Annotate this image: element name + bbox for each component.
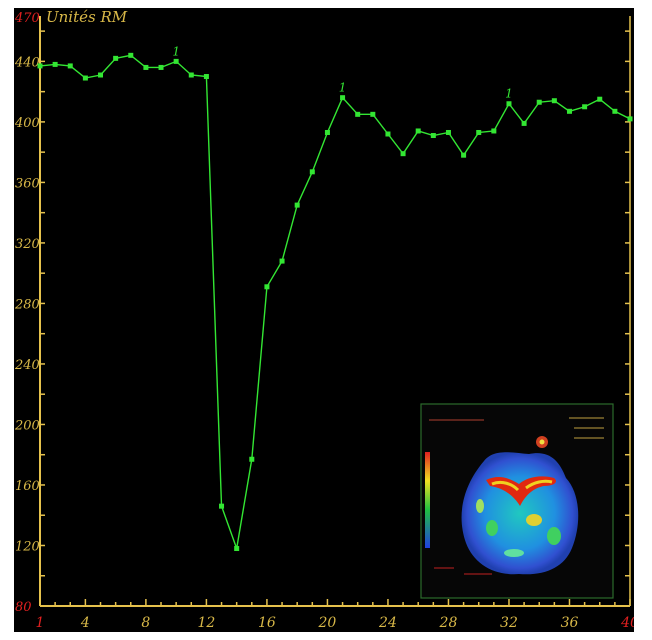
data-point <box>82 75 88 81</box>
ticks <box>39 30 631 607</box>
x-tick-label: 16 <box>258 615 276 631</box>
x-tick-label: 40 <box>620 615 634 631</box>
data-point <box>506 101 512 107</box>
data-point <box>37 63 43 69</box>
x-tick-label: 4 <box>80 615 90 631</box>
data-point <box>627 116 633 122</box>
data-point <box>400 151 406 157</box>
data-point <box>415 128 421 134</box>
data-point <box>476 129 482 135</box>
data-point <box>158 64 164 70</box>
data-point <box>491 128 497 134</box>
annotations: 1 1 1 <box>172 44 512 100</box>
data-point <box>324 129 330 135</box>
data-point <box>340 95 346 101</box>
data-point <box>582 104 588 110</box>
data-point <box>249 456 255 462</box>
y-tick-label: 440 <box>14 55 40 70</box>
data-point <box>430 133 436 139</box>
tick-labels: 1 4 8 12 16 20 24 28 32 36 40 80 120 160 200 240 280 320 3… <box>14 11 639 631</box>
series-line <box>39 54 631 552</box>
data-point <box>566 108 572 114</box>
peak-marker-label: 1 <box>339 81 347 95</box>
y-tick-label: 80 <box>15 600 32 615</box>
data-point <box>203 74 209 80</box>
x-tick-label: 24 <box>378 615 397 631</box>
x-tick-label: 20 <box>318 615 337 631</box>
data-point <box>173 58 179 64</box>
data-point <box>309 169 315 175</box>
y-tick-label: 320 <box>15 237 40 252</box>
data-point <box>279 258 285 264</box>
axes <box>39 16 631 607</box>
data-point <box>385 131 391 137</box>
data-point <box>355 111 361 117</box>
data-point <box>234 546 240 552</box>
data-point <box>128 52 134 58</box>
data-point <box>98 72 104 78</box>
data-point <box>264 284 270 290</box>
x-tick-label: 12 <box>197 615 215 631</box>
y-tick-label: 200 <box>14 418 40 433</box>
x-tick-label: 32 <box>500 615 518 631</box>
data-point <box>536 99 542 105</box>
perfusion-chart: 1 4 8 12 16 20 24 28 32 36 40 80 120 160 200 240 280 320 3… <box>14 8 652 634</box>
y-tick-label: 280 <box>14 297 40 312</box>
chart-frame: 1 4 8 12 16 20 24 28 32 36 40 80 120 160 200 240 280 320 3… <box>14 8 652 634</box>
x-tick-label: 28 <box>439 615 458 631</box>
perfusion-map-inset <box>420 403 614 599</box>
data-point <box>551 98 557 104</box>
data-point <box>521 120 527 126</box>
color-scale-bar <box>425 452 430 548</box>
data-point <box>113 55 119 61</box>
data-point <box>597 96 603 102</box>
x-tick-label: 8 <box>141 615 150 631</box>
data-point <box>445 129 451 135</box>
data-point <box>612 108 618 114</box>
peak-marker-label: 1 <box>505 87 513 101</box>
y-tick-label: 400 <box>14 116 40 131</box>
data-point <box>294 202 300 208</box>
y-tick-label: 470 <box>14 11 40 26</box>
data-point <box>143 64 149 70</box>
data-point <box>370 111 376 117</box>
x-tick-label: 36 <box>561 615 579 631</box>
y-tick-label: 240 <box>14 358 40 373</box>
series-group <box>37 52 633 552</box>
y-tick-label: 120 <box>15 539 40 554</box>
data-point <box>67 63 73 69</box>
data-point <box>188 72 194 78</box>
y-tick-label: 160 <box>15 479 40 494</box>
x-tick-label: 1 <box>36 615 45 631</box>
peak-marker-label: 1 <box>172 44 180 58</box>
y-tick-label: 360 <box>15 176 40 191</box>
data-point <box>219 503 225 509</box>
data-point <box>52 61 58 67</box>
y-axis-label: Unités RM <box>46 8 128 26</box>
data-point <box>461 152 467 158</box>
